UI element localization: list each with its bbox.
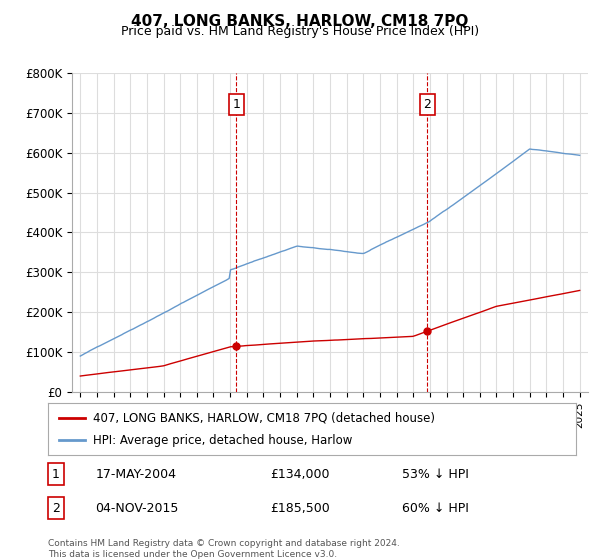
Text: £134,000: £134,000 [270, 468, 329, 481]
Text: Price paid vs. HM Land Registry's House Price Index (HPI): Price paid vs. HM Land Registry's House … [121, 25, 479, 38]
Text: 2: 2 [423, 98, 431, 111]
Text: 1: 1 [52, 468, 60, 481]
Text: 17-MAY-2004: 17-MAY-2004 [95, 468, 176, 481]
Text: HPI: Average price, detached house, Harlow: HPI: Average price, detached house, Harl… [93, 434, 352, 447]
Text: 2: 2 [52, 502, 60, 515]
Text: 407, LONG BANKS, HARLOW, CM18 7PQ: 407, LONG BANKS, HARLOW, CM18 7PQ [131, 14, 469, 29]
Text: 04-NOV-2015: 04-NOV-2015 [95, 502, 179, 515]
Text: 60% ↓ HPI: 60% ↓ HPI [402, 502, 469, 515]
Text: 1: 1 [233, 98, 241, 111]
Text: £185,500: £185,500 [270, 502, 329, 515]
Text: 407, LONG BANKS, HARLOW, CM18 7PQ (detached house): 407, LONG BANKS, HARLOW, CM18 7PQ (detac… [93, 411, 435, 424]
Text: 53% ↓ HPI: 53% ↓ HPI [402, 468, 469, 481]
Text: Contains HM Land Registry data © Crown copyright and database right 2024.
This d: Contains HM Land Registry data © Crown c… [48, 539, 400, 559]
